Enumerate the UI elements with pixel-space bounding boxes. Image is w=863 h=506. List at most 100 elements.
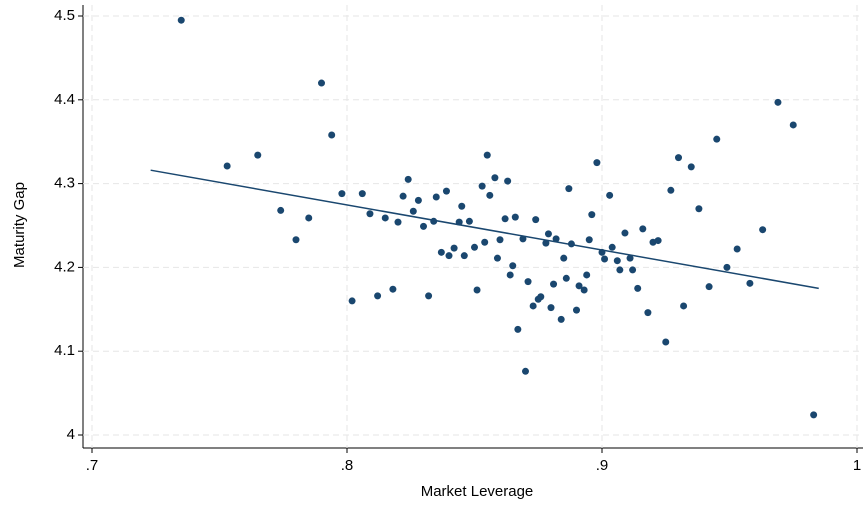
scatter-point	[509, 262, 517, 270]
y-tick-label: 4.4	[54, 91, 75, 108]
scatter-point	[501, 215, 509, 223]
scatter-point	[328, 131, 336, 139]
scatter-point	[629, 266, 637, 274]
scatter-point	[524, 278, 532, 286]
scatter-point	[277, 206, 285, 214]
scatter-point	[575, 282, 583, 290]
scatter-point	[680, 302, 688, 310]
scatter-point	[583, 271, 591, 279]
scatter-point	[634, 284, 642, 292]
scatter-point	[504, 177, 512, 185]
scatter-point	[616, 266, 624, 274]
scatter-point	[483, 151, 491, 159]
scatter-point	[399, 192, 407, 200]
scatter-point	[723, 263, 731, 271]
scatter-point	[613, 257, 621, 265]
scatter-point	[667, 186, 675, 194]
scatter-point	[473, 286, 481, 294]
scatter-point	[542, 239, 550, 247]
scatter-point	[478, 182, 486, 190]
scatter-point	[774, 98, 782, 106]
scatter-point	[389, 285, 397, 293]
scatter-point	[654, 237, 662, 245]
y-tick-label: 4	[67, 426, 75, 443]
y-tick-label: 4.1	[54, 342, 75, 359]
scatter-point	[675, 154, 682, 162]
scatter-point	[565, 185, 573, 193]
scatter-point	[338, 190, 346, 198]
scatter-point	[547, 304, 555, 312]
scatter-point	[425, 292, 433, 300]
y-axis-label: Maturity Gap	[11, 182, 28, 268]
scatter-point	[366, 210, 374, 218]
scatter-point	[394, 218, 402, 226]
scatter-point	[481, 238, 489, 246]
scatter-point	[532, 216, 540, 224]
scatter-point	[588, 211, 596, 219]
scatter-point	[662, 338, 670, 346]
scatter-point	[687, 163, 695, 171]
x-tick-label: .9	[596, 457, 609, 474]
scatter-point	[506, 271, 514, 279]
scatter-point	[414, 196, 422, 204]
x-tick-label: 1	[853, 457, 861, 474]
y-tick-label: 4.3	[54, 175, 75, 192]
scatter-point	[585, 236, 593, 244]
scatter-point	[491, 174, 499, 182]
scatter-point	[695, 205, 703, 213]
scatter-point	[522, 367, 529, 375]
scatter-point	[292, 236, 300, 244]
scatter-point	[465, 217, 473, 225]
scatter-point	[177, 16, 185, 24]
scatter-point	[580, 286, 588, 294]
scatter-point	[606, 191, 614, 199]
scatter-point	[348, 297, 356, 305]
scatter-point	[514, 325, 522, 333]
scatter-point	[557, 315, 565, 323]
scatter-point	[374, 292, 382, 300]
scatter-point	[445, 252, 453, 260]
scatter-point	[733, 245, 741, 253]
scatter-point	[639, 225, 647, 233]
scatter-point	[437, 248, 445, 256]
scatter-point	[537, 293, 545, 301]
scatter-point	[496, 236, 504, 244]
scatter-point	[608, 243, 616, 251]
scatter-point	[420, 222, 427, 230]
scatter-point	[358, 190, 366, 198]
scatter-point	[573, 306, 580, 314]
scatter-point	[381, 214, 389, 222]
scatter-point	[810, 411, 818, 419]
y-tick-label: 4.2	[54, 258, 75, 275]
scatter-point	[471, 243, 478, 251]
scatter-point	[562, 274, 570, 282]
scatter-point	[305, 214, 313, 222]
scatter-point	[552, 235, 560, 243]
scatter-point	[593, 159, 601, 167]
scatter-point	[318, 79, 325, 87]
x-tick-label: .7	[86, 457, 99, 474]
scatter-point	[705, 283, 713, 291]
y-tick-label: 4.5	[54, 7, 75, 24]
scatter-point	[759, 226, 767, 234]
scatter-point	[404, 175, 412, 183]
scatter-point	[511, 213, 519, 221]
scatter-point	[713, 135, 721, 143]
scatter-point	[519, 235, 527, 243]
scatter-point	[529, 302, 537, 310]
scatter-point	[601, 255, 609, 263]
scatter-point	[450, 244, 458, 252]
fit-line	[150, 169, 819, 290]
scatter-point	[486, 191, 494, 199]
scatter-point	[442, 187, 450, 195]
scatter-point	[458, 202, 466, 210]
scatter-point	[621, 229, 629, 237]
scatter-point	[560, 254, 568, 262]
scatter-point	[746, 279, 754, 287]
scatter-point	[223, 162, 231, 170]
scatter-point	[493, 254, 501, 262]
scatter-point	[254, 151, 262, 159]
scatter-point	[544, 230, 552, 238]
scatter-point	[626, 254, 634, 262]
scatter-point	[460, 252, 468, 260]
